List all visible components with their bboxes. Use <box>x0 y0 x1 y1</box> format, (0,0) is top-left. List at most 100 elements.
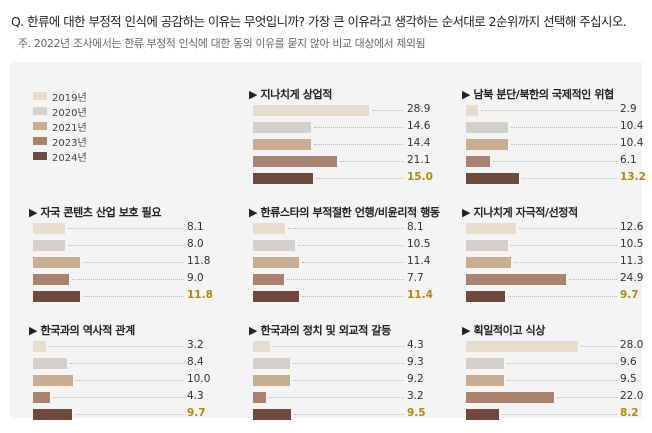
data-label: 10.4 <box>620 137 644 149</box>
bar <box>253 122 312 133</box>
data-label: 11.4 <box>407 255 431 267</box>
leader-line <box>286 279 404 280</box>
bar <box>33 274 69 285</box>
data-label: 28.0 <box>620 339 644 351</box>
leader-line <box>581 346 617 347</box>
data-label: 9.7 <box>620 289 639 301</box>
leader-line <box>292 380 404 381</box>
panel-title: ▶ 지나치게 상업적 <box>249 88 332 101</box>
bar <box>466 409 499 420</box>
bar <box>253 375 290 386</box>
data-label: 8.0 <box>187 238 204 250</box>
data-label: 8.1 <box>187 221 204 233</box>
bar-row: 9.6 <box>466 356 646 372</box>
bar-row: 9.2 <box>253 373 433 389</box>
panel-title: ▶ 한국과의 역사적 관계 <box>29 324 135 337</box>
bar-row: 8.0 <box>33 238 213 254</box>
leader-line <box>53 397 184 398</box>
leader-line <box>68 245 184 246</box>
leader-line <box>340 161 404 162</box>
bar <box>253 392 266 403</box>
legend-label: 2019년 <box>52 93 87 104</box>
data-label: 24.9 <box>620 272 644 284</box>
leader-line <box>501 414 617 415</box>
bar <box>253 409 291 420</box>
data-label: 2.9 <box>620 103 637 115</box>
leader-line <box>273 346 404 347</box>
bar-row: 9.5 <box>253 407 433 423</box>
leader-line <box>268 397 404 398</box>
bar-row: 10.4 <box>466 137 646 153</box>
leader-line <box>301 262 404 263</box>
data-label: 6.1 <box>620 154 637 166</box>
leader-line <box>72 279 184 280</box>
leader-line <box>83 296 184 297</box>
data-label: 8.1 <box>407 221 424 233</box>
leader-line <box>294 414 404 415</box>
bar-row: 8.4 <box>33 356 213 372</box>
bar-row: 10.5 <box>253 238 433 254</box>
data-label: 10.0 <box>187 373 211 385</box>
bar-row: 11.8 <box>33 289 213 305</box>
legend-label: 2021년 <box>52 123 87 134</box>
leader-line <box>511 245 617 246</box>
bar-row: 28.0 <box>466 339 646 355</box>
leader-line <box>568 279 617 280</box>
bar <box>253 358 291 369</box>
bar <box>33 409 72 420</box>
data-label: 22.0 <box>620 390 644 402</box>
data-label: 3.2 <box>407 390 424 402</box>
data-label: 21.1 <box>407 154 431 166</box>
bar <box>253 156 338 167</box>
leader-line <box>76 380 184 381</box>
bar-row: 4.3 <box>33 390 213 406</box>
leader-line <box>519 228 617 229</box>
bar <box>466 122 508 133</box>
bar <box>33 257 81 268</box>
bar-row: 10.4 <box>466 120 646 136</box>
legend-label: 2023년 <box>52 138 87 149</box>
bar-row: 9.0 <box>33 272 213 288</box>
leader-line <box>316 178 404 179</box>
bar <box>253 223 286 234</box>
bar <box>466 392 554 403</box>
bar <box>466 341 578 352</box>
bar <box>466 358 505 369</box>
bar-row: 8.1 <box>253 221 433 237</box>
leader-line <box>371 110 404 111</box>
bar-row: 10.5 <box>466 238 646 254</box>
legend-label: 2020년 <box>52 108 87 119</box>
bar-row: 12.6 <box>466 221 646 237</box>
bar <box>466 105 478 116</box>
bar <box>33 240 65 251</box>
data-label: 9.2 <box>407 373 424 385</box>
data-label: 7.7 <box>407 272 424 284</box>
leader-line <box>83 262 184 263</box>
data-label: 14.6 <box>407 120 431 132</box>
panel-title: ▶ 획일적이고 식상 <box>462 324 545 337</box>
data-label: 10.5 <box>407 238 431 250</box>
legend-label: 2024년 <box>52 153 87 164</box>
bar-row: 11.3 <box>466 255 646 271</box>
bar <box>466 375 504 386</box>
panel-title: ▶ 한류스타의 부적절한 언행/비윤리적 행동 <box>249 206 440 219</box>
bar-row: 8.1 <box>33 221 213 237</box>
data-label: 11.8 <box>187 289 213 301</box>
leader-line <box>293 363 404 364</box>
data-label: 9.5 <box>407 407 426 419</box>
bar-row: 9.7 <box>33 407 213 423</box>
panel-title: ▶ 남북 분단/북한의 국제적인 위협 <box>462 88 614 101</box>
bar <box>253 105 369 116</box>
bar <box>253 240 295 251</box>
bar-row: 14.6 <box>253 120 433 136</box>
bar-row: 11.8 <box>33 255 213 271</box>
bar-row: 6.1 <box>466 154 646 170</box>
leader-line <box>68 228 184 229</box>
leader-line <box>557 397 617 398</box>
bar-row: 22.0 <box>466 390 646 406</box>
bar <box>33 375 73 386</box>
bar <box>253 291 299 302</box>
leader-line <box>493 161 617 162</box>
leader-line <box>313 144 404 145</box>
bar <box>466 223 517 234</box>
